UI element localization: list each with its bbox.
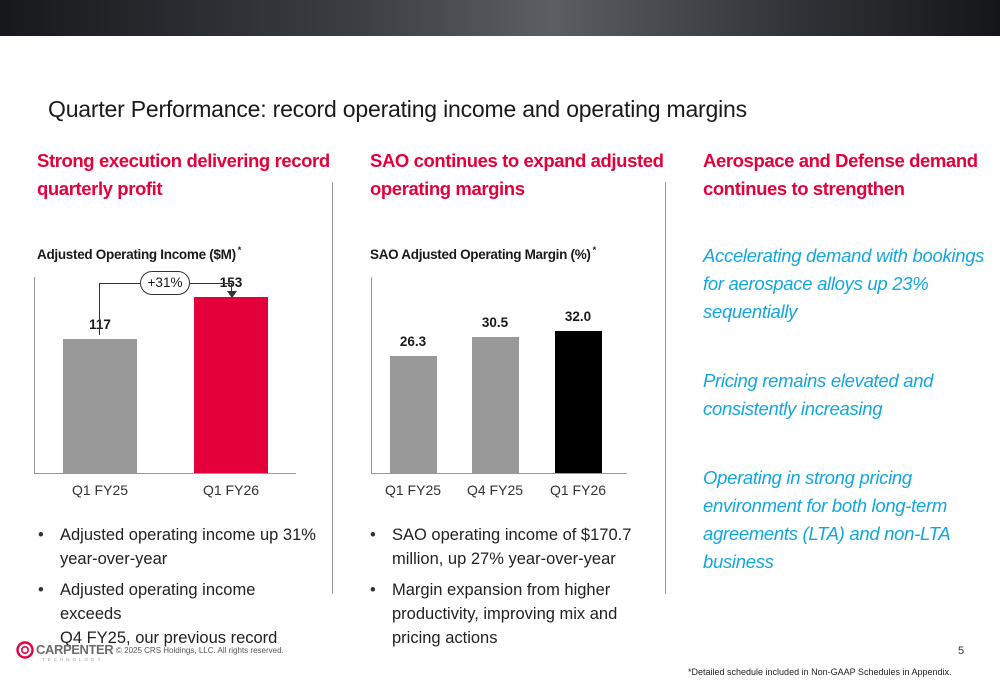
bar-value-label: 26.3 — [399, 334, 427, 350]
highlight-line: sequentially — [703, 301, 798, 322]
heading-line: quarterly profit — [37, 178, 163, 199]
highlight-line: business — [703, 551, 774, 572]
bullet-line: SAO operating income of $170.7 — [392, 526, 632, 544]
column-2-bullets: SAO operating income of $170.7 million, … — [369, 523, 649, 657]
heading-line: Aerospace and Defense demand — [703, 150, 978, 171]
highlight-line: for aerospace alloys up 23% — [703, 273, 929, 294]
bullet-line: Adjusted operating income up 31% — [60, 526, 316, 544]
highlight-line: environment for both long-term — [703, 495, 947, 516]
bullet-line: year-over-year — [60, 550, 168, 568]
x-tick-label: Q4 FY25 — [466, 482, 524, 498]
logo-text: CARPENTER — [36, 642, 114, 657]
x-tick-label: Q1 FY26 — [549, 482, 607, 498]
growth-badge: +31% — [140, 271, 190, 295]
heading-line: Strong execution delivering record — [37, 150, 330, 171]
growth-connector — [99, 283, 141, 284]
x-tick-label: Q1 FY25 — [384, 482, 442, 498]
page-number: 5 — [958, 645, 965, 657]
bullet-line: Margin expansion from higher — [392, 581, 611, 599]
bullet-line: Adjusted operating income exceeds — [60, 581, 256, 623]
top-banner — [0, 0, 1000, 36]
chart-title-text: Adjusted Operating Income ($M) — [37, 247, 236, 262]
copyright-text: © 2025 CRS Holdings, LLC. All rights res… — [116, 646, 284, 655]
chart-2-title: SAO Adjusted Operating Margin (%) * — [370, 245, 596, 262]
heading-line: continues to strengthen — [703, 178, 905, 199]
chart-bar — [389, 356, 437, 473]
highlight-line: Pricing remains elevated and — [703, 370, 934, 391]
bullet-line: Q4 FY25, our previous record — [60, 629, 278, 647]
arrow-down-icon — [227, 291, 237, 298]
bullet-item: SAO operating income of $170.7 million, … — [369, 523, 649, 571]
chart-bar — [63, 338, 137, 473]
column-divider — [332, 182, 333, 594]
bar-value-label: 32.0 — [564, 308, 592, 324]
growth-connector — [189, 283, 232, 284]
highlight-line: Accelerating demand with bookings — [703, 245, 985, 266]
heading-line: operating margins — [370, 178, 525, 199]
x-tick-label: Q1 FY25 — [71, 482, 129, 498]
heading-line: SAO continues to expand adjusted — [370, 150, 664, 171]
highlight-line: consistently increasing — [703, 398, 883, 419]
column-1-heading: Strong execution delivering record quart… — [37, 147, 330, 203]
logo-tagline: TECHNOLOGY — [42, 657, 104, 662]
bar-value-label: 30.5 — [481, 315, 509, 331]
bullet-line: pricing actions — [392, 629, 498, 647]
carpenter-logo-icon — [16, 641, 34, 659]
page-title: Quarter Performance: record operating in… — [48, 96, 747, 122]
bullet-item: Adjusted operating income up 31% year-ov… — [37, 523, 317, 571]
footnote-marker: * — [592, 245, 597, 255]
bar-value-label: 117 — [89, 316, 111, 332]
highlight-pricing: Pricing remains elevated and consistentl… — [703, 367, 933, 423]
chart-y-axis — [34, 277, 35, 473]
column-divider — [665, 182, 666, 594]
chart-bar — [194, 297, 268, 473]
highlight-line: Operating in strong pricing — [703, 467, 912, 488]
chart-bar — [554, 330, 602, 473]
highlight-bookings: Accelerating demand with bookings for ae… — [703, 242, 984, 326]
footnote-marker: * — [237, 245, 242, 255]
x-tick-label: Q1 FY26 — [202, 482, 260, 498]
chart-x-axis — [371, 473, 627, 474]
chart-bar — [471, 337, 519, 473]
bullet-item: Adjusted operating income exceeds Q4 FY2… — [37, 578, 317, 650]
chart-title-text: SAO Adjusted Operating Margin (%) — [370, 247, 591, 262]
bullet-item: Margin expansion from higher productivit… — [369, 578, 649, 650]
bullet-line: productivity, improving mix and — [392, 605, 618, 623]
chart-1-title: Adjusted Operating Income ($M) * — [37, 245, 241, 262]
column-1-bullets: Adjusted operating income up 31% year-ov… — [37, 523, 317, 657]
highlight-line: agreements (LTA) and non-LTA — [703, 523, 951, 544]
growth-connector — [231, 283, 232, 292]
chart-y-axis — [371, 277, 372, 473]
bar-value-label: 153 — [191, 275, 271, 290]
column-2-heading: SAO continues to expand adjusted operati… — [370, 147, 664, 203]
bullet-line: million, up 27% year-over-year — [392, 550, 616, 568]
chart-x-axis — [34, 473, 296, 474]
footnote: *Detailed schedule included in Non-GAAP … — [688, 667, 952, 677]
column-3-heading: Aerospace and Defense demand continues t… — [703, 147, 978, 203]
growth-connector — [99, 283, 100, 335]
highlight-pricing-environment: Operating in strong pricing environment … — [703, 464, 951, 576]
